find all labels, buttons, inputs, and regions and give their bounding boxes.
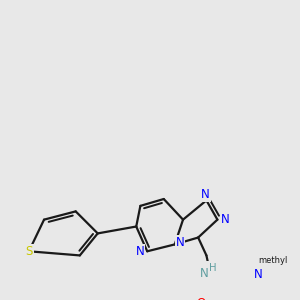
Text: methyl: methyl: [259, 256, 288, 266]
Text: S: S: [25, 245, 33, 258]
Text: N: N: [220, 213, 229, 226]
Text: H: H: [209, 263, 217, 274]
Text: O: O: [196, 296, 206, 300]
Text: N: N: [176, 236, 184, 249]
Text: N: N: [254, 268, 262, 281]
Text: N: N: [135, 245, 144, 258]
Text: N: N: [201, 188, 210, 201]
Text: N: N: [200, 267, 209, 280]
